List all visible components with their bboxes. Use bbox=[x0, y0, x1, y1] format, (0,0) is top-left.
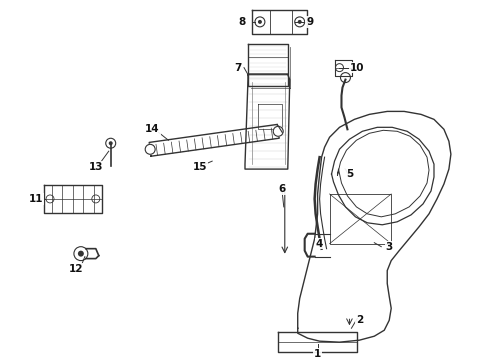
Text: 13: 13 bbox=[89, 162, 103, 172]
Circle shape bbox=[78, 251, 84, 257]
Text: 11: 11 bbox=[29, 194, 44, 204]
Text: 3: 3 bbox=[386, 242, 393, 252]
Text: 4: 4 bbox=[316, 239, 323, 249]
Circle shape bbox=[258, 20, 262, 24]
Circle shape bbox=[298, 20, 302, 24]
Text: 14: 14 bbox=[145, 124, 160, 134]
Text: 15: 15 bbox=[193, 162, 207, 172]
Circle shape bbox=[145, 144, 155, 154]
Text: 5: 5 bbox=[346, 169, 353, 179]
Text: 12: 12 bbox=[69, 264, 83, 274]
Text: 10: 10 bbox=[350, 63, 365, 73]
Text: 9: 9 bbox=[306, 17, 313, 27]
Circle shape bbox=[273, 126, 283, 136]
Text: 1: 1 bbox=[314, 349, 321, 359]
Text: 2: 2 bbox=[356, 315, 363, 325]
Text: 7: 7 bbox=[234, 63, 242, 73]
Text: 8: 8 bbox=[239, 17, 245, 27]
Text: 6: 6 bbox=[278, 184, 286, 194]
Circle shape bbox=[109, 141, 113, 145]
